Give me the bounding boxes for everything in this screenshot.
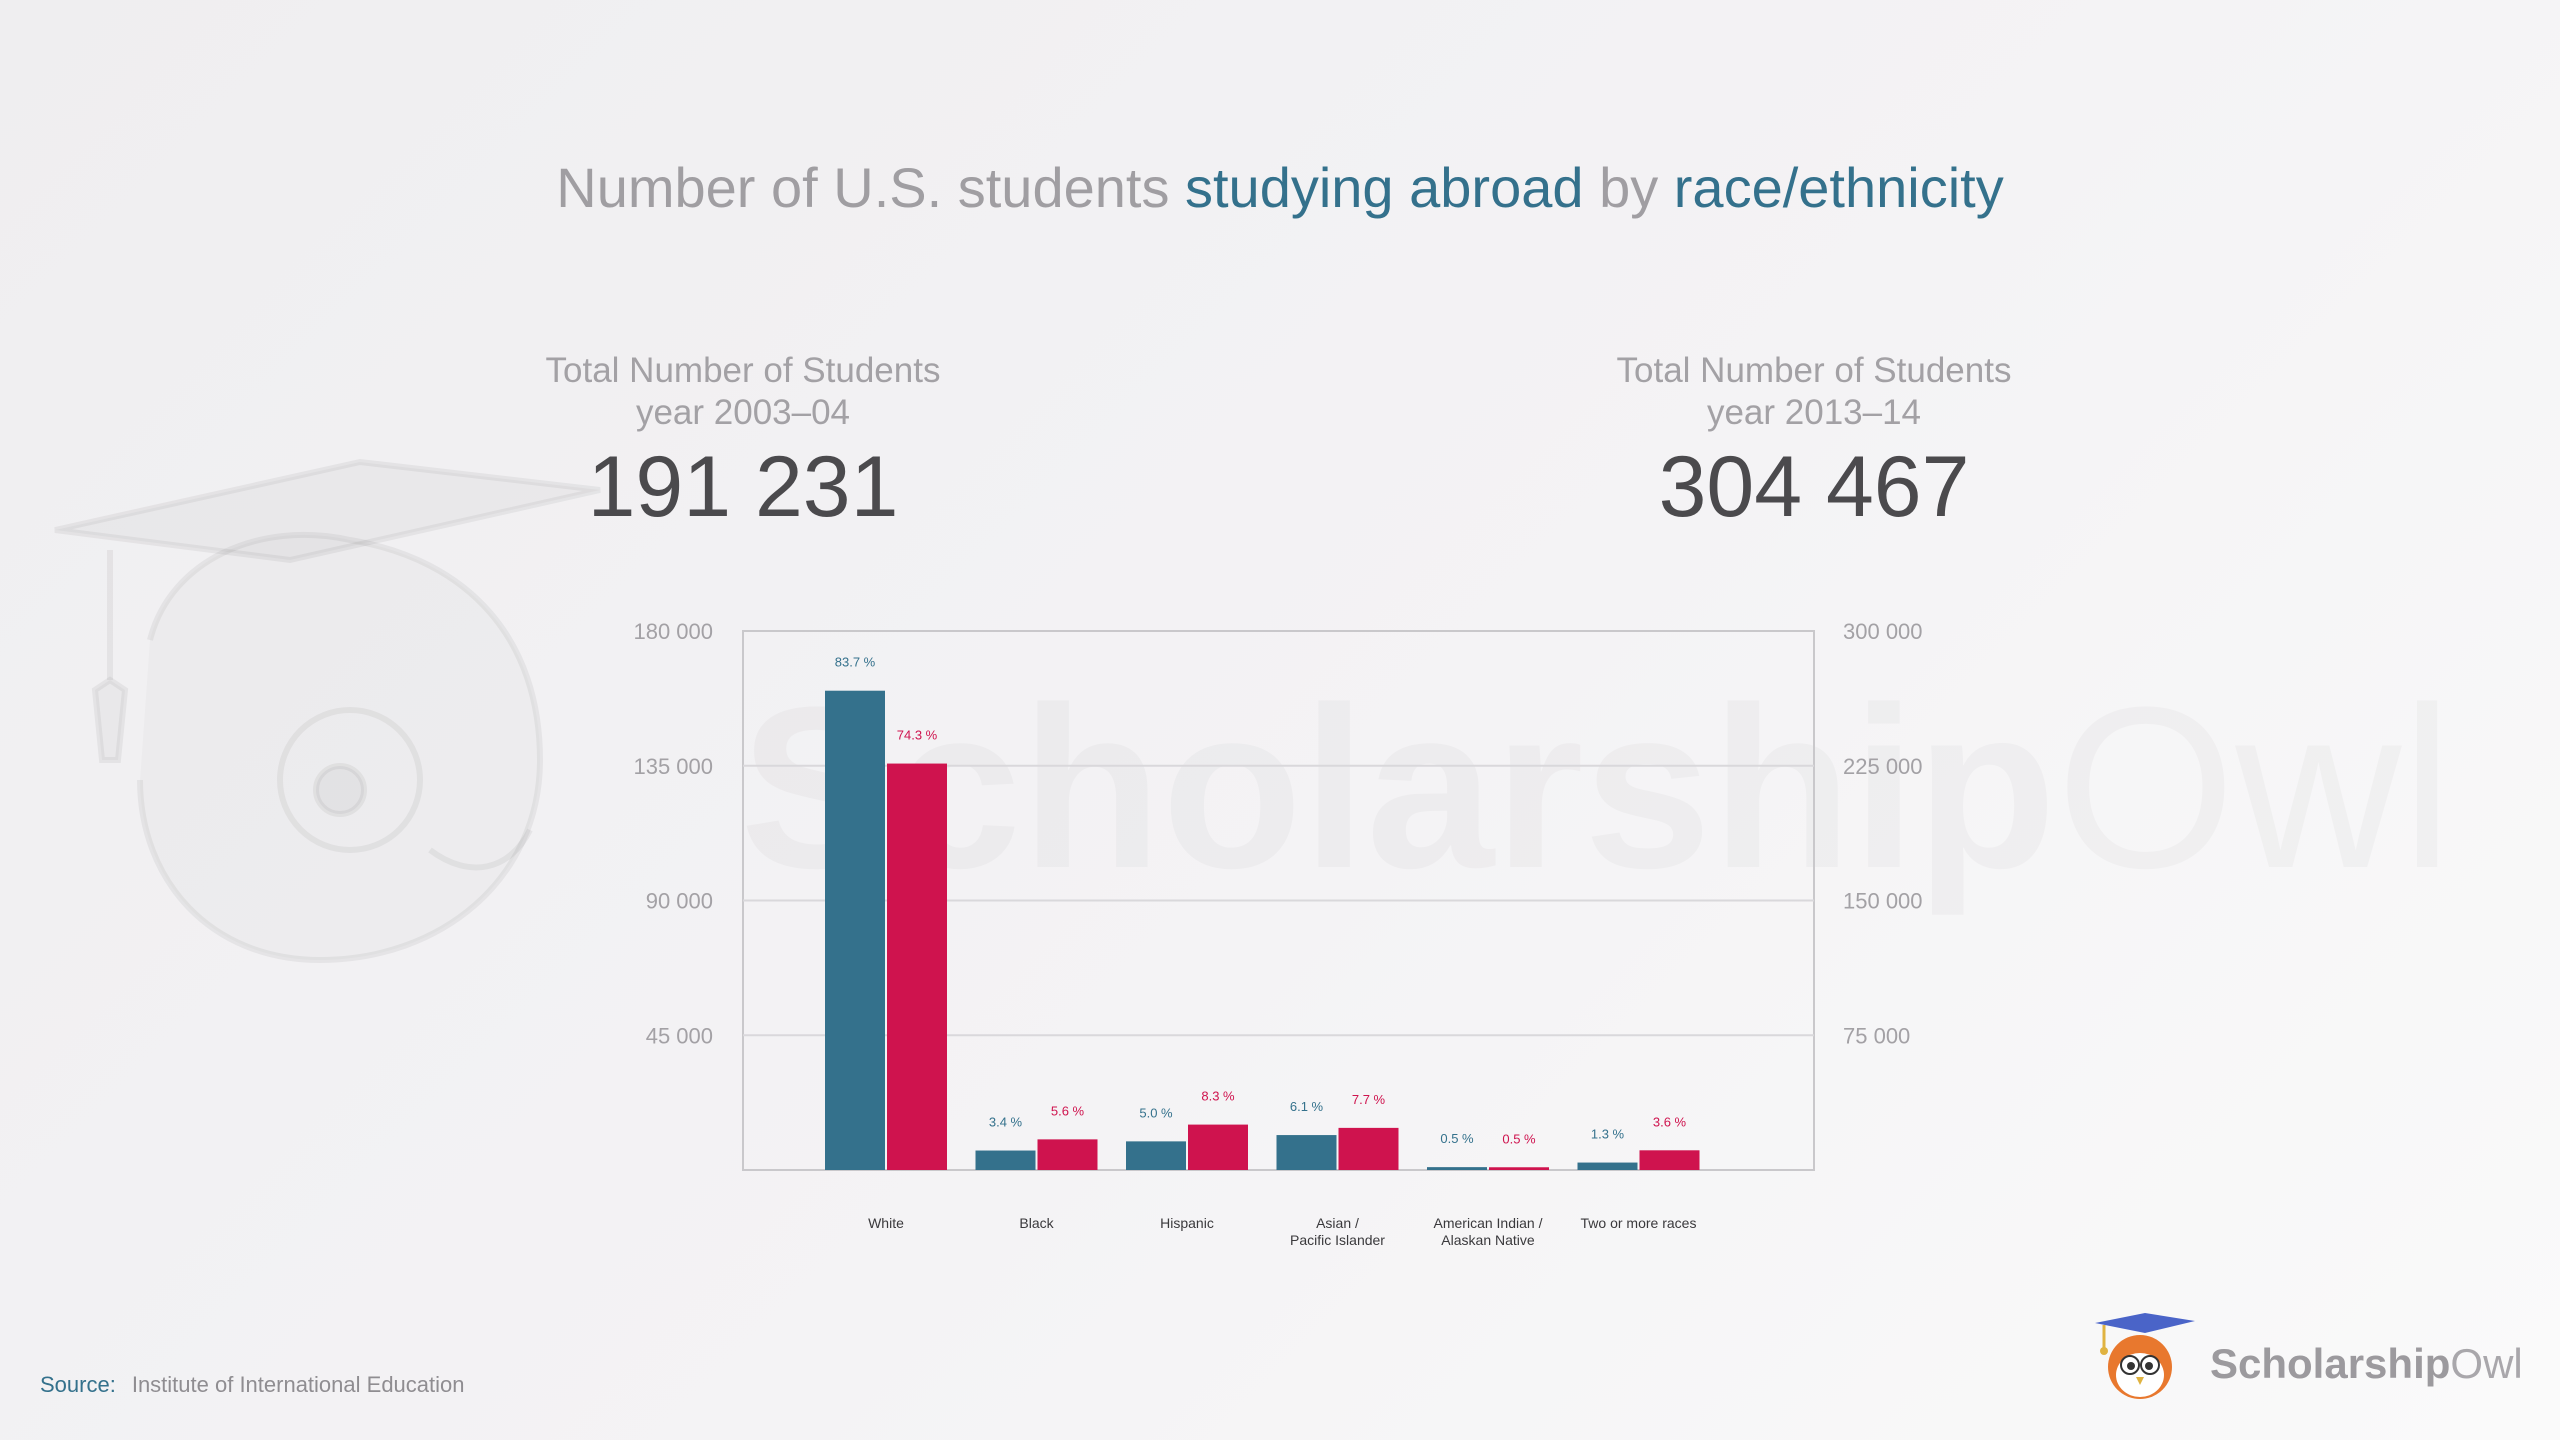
axis-tick-labels: 180 000 135 000 90 000 45 000 300 000 225 000… <box>633 619 1922 1048</box>
percent-label-2013: 3.6 % <box>1653 1114 1687 1129</box>
right-axis-tick-label: 150 000 <box>1843 889 1923 914</box>
percent-labels: 83.7 % 74.3 % 3.4 % 5.6 % 5.0 % 8.3 % 6.1 % 7.7… <box>835 655 1687 1147</box>
total-2003-label-line1: Total Number of Students <box>545 351 941 390</box>
category-label: Hispanic <box>1160 1215 1214 1231</box>
left-axis-tick-label: 135 000 <box>633 754 713 779</box>
bar-marks <box>825 690 1700 1170</box>
percent-label-2013: 8.3 % <box>1201 1089 1235 1104</box>
left-axis-tick-label: 180 000 <box>633 619 713 644</box>
percent-label-2013: 74.3 % <box>897 728 938 743</box>
source-note: Source: Institute of International Educat… <box>40 1372 465 1398</box>
right-axis-tick-label: 300 000 <box>1843 619 1923 644</box>
bar-2013 <box>1338 1127 1399 1170</box>
bar-2013 <box>1188 1124 1248 1170</box>
percent-label-2003: 0.5 % <box>1440 1131 1474 1146</box>
bar-chart: 180 000 135 000 90 000 45 000 300 000 225 000… <box>633 619 1922 1248</box>
percent-label-2013: 7.7 % <box>1352 1092 1386 1107</box>
title-part4: race/ethnicity <box>1673 156 2004 219</box>
left-axis-tick-label: 90 000 <box>646 889 713 914</box>
total-2003-label: Total Number of Students year 2003–04 <box>443 350 1043 434</box>
brand-part1: Scholarship <box>2210 1340 2451 1387</box>
brand-part2: Owl <box>2450 1340 2523 1387</box>
total-2003-value: 191 231 <box>587 439 899 535</box>
title-part1: Number of U.S. students <box>556 156 1185 219</box>
bar-2003 <box>975 1150 1036 1170</box>
category-label: White <box>868 1215 904 1231</box>
percent-label-2003: 83.7 % <box>835 655 876 670</box>
category-label: Pacific Islander <box>1290 1232 1385 1248</box>
bar-2013 <box>887 763 947 1170</box>
percent-label-2003: 5.0 % <box>1139 1105 1173 1120</box>
category-label: American Indian / <box>1434 1215 1543 1231</box>
total-2003-label-line2: year 2003–04 <box>635 393 851 432</box>
total-2013-value: 304 467 <box>1658 439 1970 535</box>
total-2013-label-line2: year 2013–14 <box>1706 393 1922 432</box>
bar-2013 <box>1639 1150 1700 1170</box>
percent-label-2003: 6.1 % <box>1290 1099 1324 1114</box>
watermark-owl-graphic <box>54 458 601 964</box>
bar-2003 <box>1126 1141 1186 1170</box>
category-label: Asian / <box>1316 1215 1359 1231</box>
source-value: Institute of International Education <box>131 1372 465 1397</box>
category-label: Two or more races <box>1581 1215 1697 1231</box>
bar-2003 <box>825 690 885 1170</box>
right-axis-tick-label: 225 000 <box>1843 754 1923 779</box>
bar-2003 <box>1276 1135 1337 1170</box>
brand-name: ScholarshipOwl <box>2210 1340 2523 1388</box>
title-part3: by <box>1583 156 1674 219</box>
percent-label-2003: 1.3 % <box>1591 1127 1625 1142</box>
percent-label-2013: 0.5 % <box>1502 1131 1536 1146</box>
bar-2013 <box>1037 1139 1098 1170</box>
total-2013-label: Total Number of Students year 2013–14 <box>1514 350 2114 434</box>
bar-2003 <box>1577 1162 1638 1170</box>
percent-label-2013: 5.6 % <box>1051 1103 1085 1118</box>
total-2013-label-line1: Total Number of Students <box>1616 351 2012 390</box>
chart-title: Number of U.S. students studying abroad … <box>0 155 2560 220</box>
bar-2013 <box>1489 1167 1549 1170</box>
left-axis-tick-label: 45 000 <box>646 1023 713 1048</box>
title-part2: studying abroad <box>1185 156 1584 219</box>
right-axis-tick-label: 75 000 <box>1843 1023 1910 1048</box>
source-label: Source: <box>40 1372 116 1397</box>
percent-label-2003: 3.4 % <box>989 1115 1023 1130</box>
category-label: Alaskan Native <box>1441 1232 1535 1248</box>
category-labels: White Black Hispanic Asian /Pacific Islande… <box>868 1215 1696 1248</box>
bar-2003 <box>1427 1167 1487 1170</box>
owl-logo-icon <box>2095 1313 2195 1399</box>
category-label: Black <box>1019 1215 1054 1231</box>
